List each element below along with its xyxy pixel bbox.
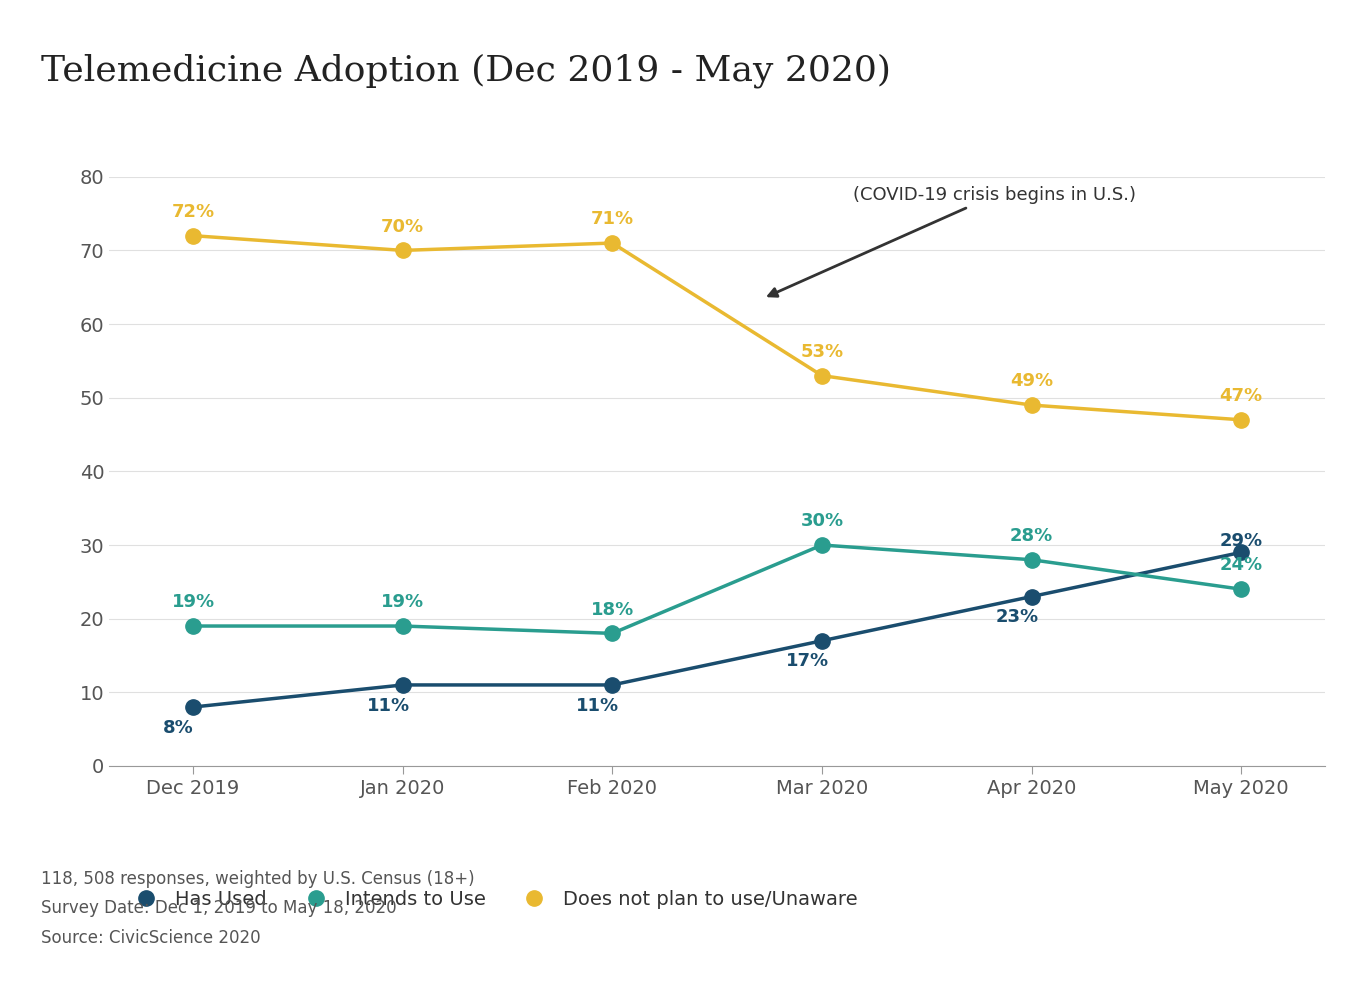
Text: Telemedicine Adoption (Dec 2019 - May 2020): Telemedicine Adoption (Dec 2019 - May 20… (41, 54, 891, 88)
Text: 71%: 71% (590, 210, 634, 229)
Text: 24%: 24% (1220, 557, 1262, 574)
Text: 53%: 53% (800, 343, 844, 361)
Text: 47%: 47% (1220, 387, 1262, 406)
Text: Source: CivicScience 2020: Source: CivicScience 2020 (41, 929, 261, 947)
Text: 118, 508 responses, weighted by U.S. Census (18+): 118, 508 responses, weighted by U.S. Cen… (41, 870, 474, 888)
Text: 8%: 8% (163, 719, 194, 736)
Text: 30%: 30% (800, 513, 844, 530)
Text: 19%: 19% (381, 593, 425, 611)
Text: Survey Date: Dec 1, 2019 to May 18, 2020: Survey Date: Dec 1, 2019 to May 18, 2020 (41, 900, 396, 917)
Text: 11%: 11% (366, 696, 410, 715)
Text: (COVID-19 crisis begins in U.S.): (COVID-19 crisis begins in U.S.) (769, 187, 1137, 297)
Text: 29%: 29% (1220, 532, 1262, 550)
Text: 28%: 28% (1009, 527, 1053, 545)
Text: 49%: 49% (1009, 372, 1053, 391)
Text: 70%: 70% (381, 218, 425, 236)
Text: 72%: 72% (172, 203, 214, 221)
Text: 11%: 11% (576, 696, 619, 715)
Text: 17%: 17% (785, 652, 829, 671)
Legend: Has Used, Intends to Use, Does not plan to use/Unaware: Has Used, Intends to Use, Does not plan … (119, 882, 866, 916)
Text: 23%: 23% (996, 608, 1038, 627)
Text: 19%: 19% (172, 593, 214, 611)
Text: 18%: 18% (590, 601, 634, 619)
